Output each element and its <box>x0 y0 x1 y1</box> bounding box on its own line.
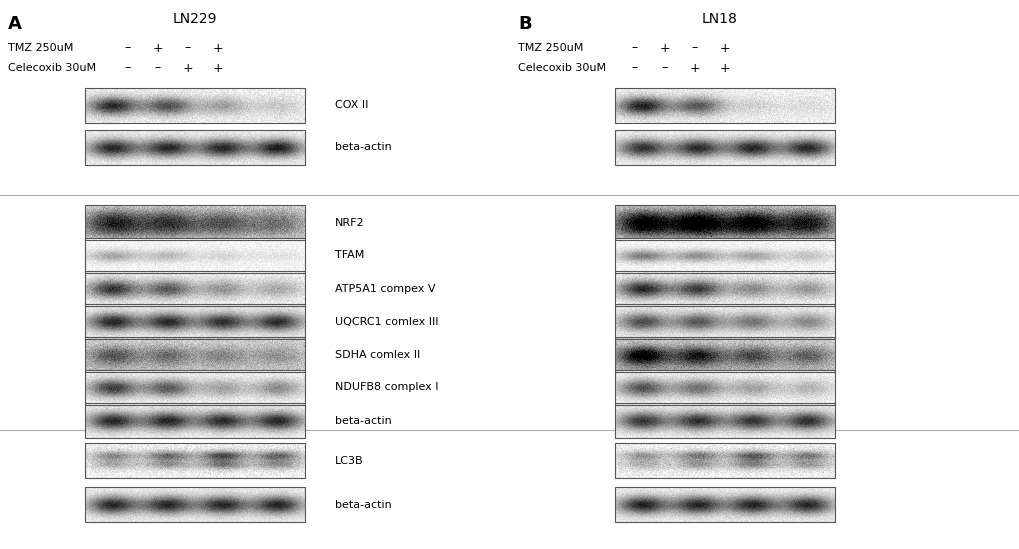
Bar <box>614 304 835 339</box>
Text: TMZ 250uM: TMZ 250uM <box>8 43 73 53</box>
Text: +: + <box>689 61 700 75</box>
Bar <box>85 370 305 405</box>
Text: –: – <box>691 42 697 54</box>
Text: +: + <box>182 61 194 75</box>
Text: ATP5A1 compex V: ATP5A1 compex V <box>334 283 435 294</box>
Bar <box>85 88 305 123</box>
Text: –: – <box>155 61 161 75</box>
Text: NRF2: NRF2 <box>334 217 364 227</box>
Bar <box>85 205 305 240</box>
Text: –: – <box>661 61 667 75</box>
Text: SDHA comlex II: SDHA comlex II <box>334 350 420 360</box>
Text: beta-actin: beta-actin <box>334 143 391 153</box>
Text: COX II: COX II <box>334 100 368 110</box>
Text: +: + <box>719 61 730 75</box>
Bar <box>85 487 305 522</box>
Text: LN18: LN18 <box>701 12 737 26</box>
Bar <box>614 271 835 306</box>
Text: beta-actin: beta-actin <box>334 416 391 425</box>
Bar <box>85 130 305 165</box>
Bar <box>85 271 305 306</box>
Text: –: – <box>124 42 131 54</box>
Bar <box>85 238 305 273</box>
Text: B: B <box>518 15 531 33</box>
Text: NDUFB8 complex I: NDUFB8 complex I <box>334 383 438 393</box>
Bar <box>614 88 835 123</box>
Bar <box>614 403 835 438</box>
Bar <box>614 130 835 165</box>
Text: –: – <box>631 61 638 75</box>
Text: Celecoxib 30uM: Celecoxib 30uM <box>8 63 96 73</box>
Text: LN229: LN229 <box>172 12 217 26</box>
Bar <box>85 337 305 372</box>
Text: Celecoxib 30uM: Celecoxib 30uM <box>518 63 605 73</box>
Text: +: + <box>213 61 223 75</box>
Text: +: + <box>213 42 223 54</box>
Text: TFAM: TFAM <box>334 250 364 260</box>
Text: LC3B: LC3B <box>334 456 363 466</box>
Bar <box>85 304 305 339</box>
Text: +: + <box>719 42 730 54</box>
Text: –: – <box>124 61 131 75</box>
Bar <box>85 403 305 438</box>
Text: +: + <box>153 42 163 54</box>
Bar <box>614 337 835 372</box>
Bar <box>614 370 835 405</box>
Bar <box>614 238 835 273</box>
Bar <box>614 487 835 522</box>
Text: TMZ 250uM: TMZ 250uM <box>518 43 583 53</box>
Text: +: + <box>659 42 669 54</box>
Text: –: – <box>631 42 638 54</box>
Text: –: – <box>184 42 191 54</box>
Bar <box>614 205 835 240</box>
Bar <box>614 443 835 478</box>
Text: A: A <box>8 15 21 33</box>
Bar <box>85 443 305 478</box>
Text: beta-actin: beta-actin <box>334 500 391 509</box>
Text: UQCRC1 comlex III: UQCRC1 comlex III <box>334 317 438 327</box>
